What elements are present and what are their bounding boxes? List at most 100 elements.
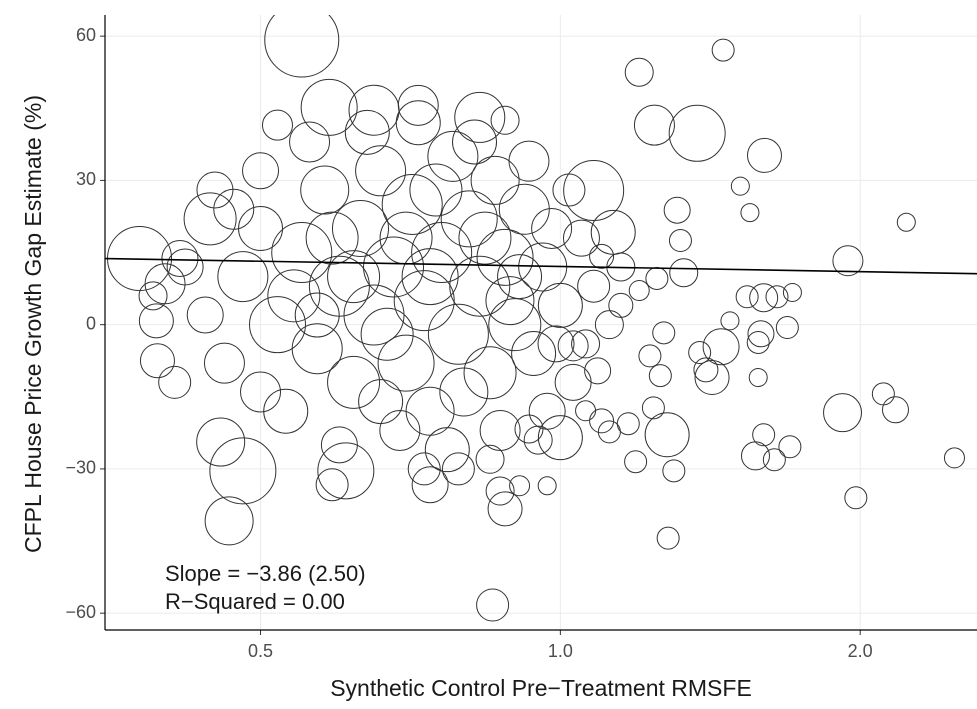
bubble	[669, 258, 699, 288]
bubble	[204, 496, 254, 546]
bubble	[138, 303, 174, 339]
bubble	[449, 255, 511, 317]
bubble	[427, 303, 489, 365]
bubble	[624, 57, 654, 87]
bubble	[488, 298, 542, 352]
bubble	[348, 84, 400, 136]
x-tick-label: 2.0	[848, 641, 873, 661]
bubble	[458, 211, 512, 265]
bubble	[648, 364, 672, 388]
bubble	[562, 219, 600, 257]
bubble	[589, 243, 615, 269]
bubble	[597, 420, 621, 444]
bubble	[463, 346, 517, 400]
bubble	[393, 270, 455, 332]
bubble	[300, 78, 358, 136]
bubble	[440, 190, 498, 248]
bubble	[320, 426, 358, 464]
bubble	[537, 325, 575, 363]
bubble	[203, 342, 245, 384]
x-tick-label: 1.0	[548, 641, 573, 661]
y-tick-label: −30	[65, 458, 96, 478]
bubble	[395, 100, 441, 146]
bubble	[360, 307, 414, 361]
bubble	[740, 203, 760, 223]
bubble	[765, 285, 789, 309]
bubble	[537, 415, 583, 461]
bubble	[638, 344, 662, 368]
bubble	[397, 84, 439, 126]
plot-area	[105, 15, 977, 622]
bubble	[720, 311, 740, 331]
bubble	[409, 163, 463, 217]
bubble	[571, 329, 601, 359]
bubble	[511, 331, 557, 377]
bubble	[746, 137, 782, 173]
bubble	[344, 109, 390, 155]
bubble	[832, 245, 864, 277]
y-axis-title: CFPL House Price Growth Gap Estimate (%)	[20, 95, 46, 553]
bubble	[209, 437, 277, 505]
bubble	[331, 199, 389, 257]
bubble	[355, 145, 407, 197]
bubble	[608, 292, 634, 318]
y-tick-label: 0	[86, 313, 96, 333]
bubble	[267, 269, 321, 323]
bubble	[263, 388, 309, 434]
bubble	[490, 105, 520, 135]
bubble	[261, 109, 293, 141]
bubble	[196, 417, 246, 467]
bubble	[452, 119, 498, 165]
bubble	[166, 248, 204, 286]
bubble	[264, 15, 340, 78]
bubble	[424, 427, 470, 473]
bubble	[747, 320, 775, 348]
bubble	[158, 365, 192, 399]
bubble	[401, 248, 459, 306]
bubble	[668, 104, 726, 162]
bubble	[379, 409, 421, 451]
bubble	[594, 310, 624, 340]
bubble	[485, 276, 535, 326]
bubble	[476, 228, 534, 286]
bubble	[509, 475, 531, 497]
bubble	[377, 334, 435, 392]
bubble	[577, 269, 611, 303]
y-tick-label: 60	[76, 25, 96, 45]
bubble	[485, 476, 515, 506]
bubble	[523, 425, 553, 455]
bubble	[317, 442, 375, 500]
bubble	[693, 357, 719, 383]
bubble	[427, 130, 479, 182]
bubble	[196, 171, 234, 209]
bubble	[702, 328, 740, 366]
bubble	[663, 196, 691, 224]
bubble	[271, 222, 333, 284]
bubble	[668, 229, 692, 253]
bubble	[554, 363, 592, 401]
bubble	[537, 282, 583, 328]
bubble	[439, 367, 489, 417]
bubble	[476, 588, 510, 622]
bubble	[943, 447, 965, 469]
bubble	[778, 435, 802, 459]
bubble	[470, 155, 520, 205]
bubble	[291, 323, 343, 375]
bubble	[782, 282, 802, 302]
bubble	[748, 368, 768, 388]
bubble	[775, 316, 799, 340]
bubble	[628, 280, 650, 302]
bubble	[183, 192, 237, 246]
y-tick-label: −60	[65, 602, 96, 622]
bubble	[590, 209, 636, 255]
x-axis-title: Synthetic Control Pre−Treatment RMSFE	[330, 675, 752, 701]
bubble	[656, 526, 680, 550]
bubble	[645, 267, 669, 291]
bubble	[300, 165, 350, 215]
bubble	[479, 409, 521, 451]
bubble	[688, 341, 712, 365]
bubble	[186, 296, 224, 334]
bubble	[358, 379, 404, 425]
fit-line	[105, 257, 977, 275]
bubble	[248, 296, 306, 354]
